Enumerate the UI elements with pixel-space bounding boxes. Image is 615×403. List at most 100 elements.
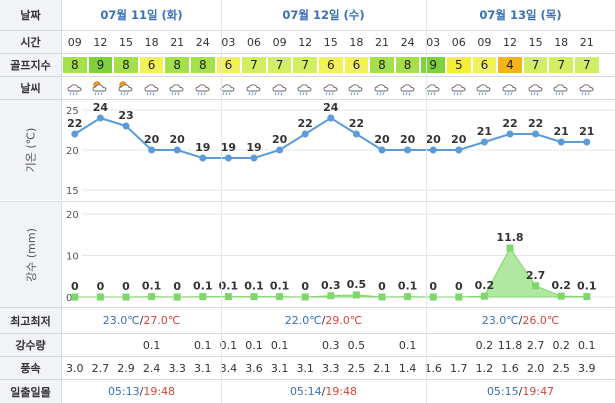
sunrise-time: 05:14 <box>289 385 322 398</box>
sunrise-time: 05:13 <box>107 385 140 398</box>
time-label: 시간 <box>0 31 62 53</box>
wind-cell: 2.0 <box>526 361 545 375</box>
sun-label: 일출일몰 <box>0 380 62 403</box>
wind-cell: 3.1 <box>270 361 289 375</box>
rain-point <box>250 293 258 301</box>
rain-point <box>506 244 514 252</box>
wind-cell: 1.6 <box>501 361 519 375</box>
sun-cell: 05:15/19:47 <box>426 380 615 403</box>
rain-value-label: 0 <box>173 280 181 293</box>
rain-point <box>557 292 565 300</box>
wind-cell: 2.9 <box>117 361 135 375</box>
wind-cell: 3.6 <box>245 361 263 375</box>
time-cell: 09 <box>272 35 287 49</box>
temperature-point <box>122 122 130 130</box>
time-cell: 15 <box>323 35 338 49</box>
cloud-rain-icon <box>425 84 440 96</box>
precip-cell: 11.8 <box>497 338 523 352</box>
weather-cell <box>267 77 293 99</box>
wind-cell: 2.1 <box>373 361 391 375</box>
time-cell: 15 <box>118 35 133 49</box>
precip-cell: 0.1 <box>270 338 289 352</box>
rain-value-label: 0.1 <box>270 280 290 293</box>
time-cell: 03 <box>221 35 236 49</box>
time-cell: 12 <box>93 35 108 49</box>
rain-value-label: 0.2 <box>475 279 495 292</box>
rain-value-label: 0.1 <box>142 280 162 293</box>
golf-index-cell: 6 <box>472 57 497 73</box>
temperature-value-label: 23 <box>118 109 133 122</box>
y-tick-label: 20 <box>66 210 79 221</box>
minmax-row: 최고최저 23.0℃/27.0℃ 22.0℃/29.0℃ 23.0℃/26.0℃ <box>0 308 615 333</box>
temperature-value-label: 24 <box>323 101 339 114</box>
max-temp: 29.0℃ <box>325 314 363 327</box>
precip-cell: 0.1 <box>245 338 263 352</box>
temperature-value-label: 20 <box>144 133 160 146</box>
golf-index-cell: 6 <box>319 57 343 73</box>
temperature-point <box>173 146 181 154</box>
time-cell: 12 <box>502 35 517 49</box>
precip-cell: 0.1 <box>194 338 212 352</box>
day-header: 07월 11일 (화) <box>100 8 183 22</box>
y-tick-label: 25 <box>66 106 79 117</box>
precip-cell: 0.1 <box>578 338 596 352</box>
rain-value-label: 0 <box>429 280 437 293</box>
weather-cell <box>164 77 190 99</box>
max-temp: 26.0℃ <box>522 314 560 327</box>
golf-index-cell: 6 <box>216 57 241 73</box>
golf-index-cell: 4 <box>498 57 522 73</box>
temperature-value-label: 20 <box>400 133 416 146</box>
temperature-value-label: 19 <box>221 141 236 154</box>
weather-cell <box>420 77 446 99</box>
time-cell: 06 <box>246 35 261 49</box>
minmax-cell: 23.0℃/26.0℃ <box>426 308 615 333</box>
wind-cell: 1.2 <box>475 361 494 375</box>
golf-index-cell: 7 <box>523 57 548 73</box>
temperature-point <box>148 146 156 154</box>
weather-label: 날씨 <box>0 77 62 99</box>
temperature-point <box>71 130 79 138</box>
precip-cell: 0.1 <box>142 338 161 352</box>
rain-value-label: 0.1 <box>398 280 418 293</box>
temperature-point <box>506 130 514 138</box>
rain-value-label: 11.8 <box>496 231 523 244</box>
rain-value-label: 0.1 <box>244 280 264 293</box>
y-tick-label: 10 <box>66 252 79 263</box>
weather-cell <box>241 77 267 99</box>
rain-value-label: 2.7 <box>526 269 546 282</box>
weather-cell <box>523 77 549 99</box>
wind-cell: 3.1 <box>194 361 212 375</box>
cloud-rain-icon <box>553 84 568 96</box>
time-cell: 18 <box>554 35 569 49</box>
golf-index-cell: 7 <box>242 57 266 73</box>
temperature-value-label: 24 <box>93 101 109 114</box>
golf-index-cell: 8 <box>191 57 215 73</box>
wind-cell: 2.5 <box>347 361 366 375</box>
weather-cell <box>344 77 370 99</box>
temperature-value-label: 20 <box>170 133 186 146</box>
temperature-value-label: 21 <box>579 125 594 138</box>
time-cell: 12 <box>298 35 313 49</box>
weather-cell <box>113 77 139 99</box>
wind-cell: 3.0 <box>66 361 84 375</box>
sunrise-time: 05:15 <box>486 385 519 398</box>
temperature-value-label: 22 <box>349 117 364 130</box>
cloud-rain-icon <box>169 84 184 96</box>
sunset-time: 19:48 <box>143 385 176 398</box>
cloud-rain-icon <box>195 84 210 96</box>
golf-index-cell: 8 <box>370 57 394 73</box>
precip-cell: 0.1 <box>398 338 417 352</box>
temperature-point <box>276 146 284 154</box>
day-header: 07월 13일 (목) <box>479 8 562 22</box>
rain-point <box>327 292 335 300</box>
temperature-point <box>199 154 207 162</box>
cloud-rain-icon <box>400 84 415 96</box>
rain-point <box>96 293 104 301</box>
rain-point <box>71 293 79 301</box>
temperature-value-label: 20 <box>272 133 288 146</box>
temperature-point <box>327 114 335 122</box>
time-row: 시간 09 12 15 18 21 24 03 06 09 12 15 18 21 24 03 06 09 12 1… <box>0 31 615 53</box>
golf-index-label: 골프지수 <box>0 54 62 76</box>
separator: / <box>321 314 326 327</box>
